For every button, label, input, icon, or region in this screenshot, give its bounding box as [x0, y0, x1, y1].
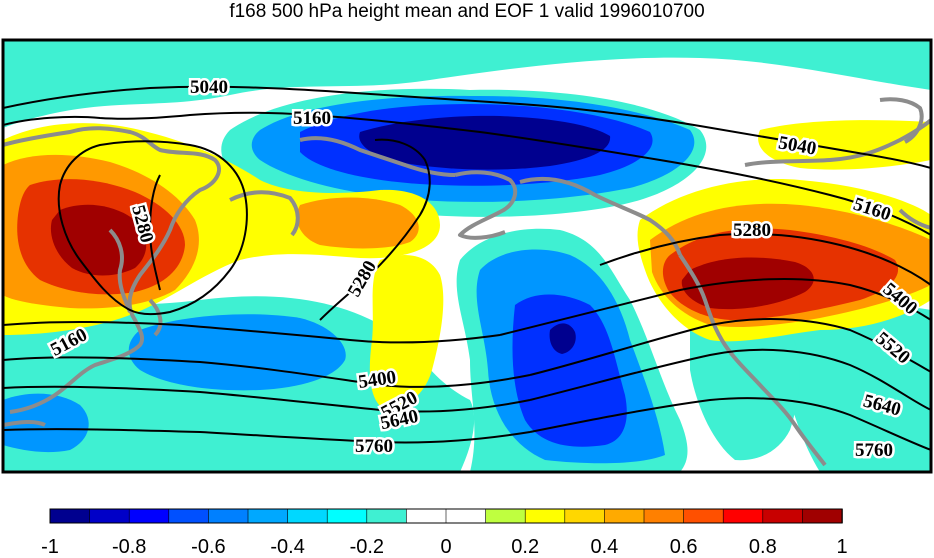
coast-hudson: [879, 97, 924, 144]
colorbar-tick-label: -0.4: [270, 536, 304, 558]
coast-kamchatka: [229, 190, 300, 237]
colorbar-swatch: [128, 508, 170, 524]
contour-5640-west: [3, 385, 531, 413]
contour-5280-east: [599, 232, 931, 286]
coast-japan: [148, 298, 163, 337]
contour-5760-west: [3, 428, 531, 444]
coast-alaska-south: [519, 176, 682, 256]
contour-label-5040-a: 5040: [190, 77, 228, 98]
cyan-region-north: [3, 40, 931, 128]
colorbar-tick-label: 0.6: [670, 536, 698, 558]
contour-5760-east: [529, 397, 931, 451]
colorbar-swatch: [643, 508, 685, 524]
contour-5160-east: [309, 114, 931, 236]
contour-5520-west: [3, 356, 531, 388]
map-title: f168 500 hPa height mean and EOF 1 valid…: [229, 1, 705, 22]
colorbar-swatch: [326, 508, 368, 524]
contour-5520-east: [529, 317, 931, 376]
map-frame: [1, 38, 933, 474]
cyan-region-southeast: [690, 309, 800, 461]
colorbar-swatch: [406, 508, 447, 524]
colorbar-swatch: [485, 508, 527, 524]
colorbar-tick-label: -0.6: [191, 536, 225, 558]
colorbar-swatch: [683, 508, 724, 524]
colorbar-swatch: [604, 508, 645, 524]
contour-label-5280-c: 5280: [733, 220, 771, 241]
colorbar-swatch: [366, 508, 408, 524]
colorbar-tick-label: 0.8: [749, 536, 777, 558]
coast-alaska: [454, 170, 518, 240]
contour-5160-north: [3, 111, 311, 126]
contour-5280-inner: [148, 174, 161, 291]
colorbar-swatch: [802, 508, 843, 524]
colorbar-swatch: [208, 508, 249, 524]
blue-region-south-core: [549, 323, 576, 354]
contour-label-5760-b: 5760: [855, 440, 893, 461]
contour-5400-east: [499, 277, 931, 336]
map-field: 5040 5160 5040 5160 5280 5280 5280 5160 …: [3, 40, 931, 472]
colorbar-swatch: [247, 508, 289, 524]
coast-na-west: [678, 253, 827, 467]
colorbar-frame: [49, 508, 843, 524]
blue-region-southwest: [128, 314, 346, 391]
contour-5280-loop: [57, 140, 248, 316]
height-contours: [3, 85, 931, 451]
colorbar-swatch: [49, 508, 91, 524]
colorbar-tick-label: 0: [440, 536, 451, 558]
contour-5040-west: [3, 85, 341, 109]
colorbar-swatch: [564, 508, 606, 524]
colorbar-swatch: [89, 508, 130, 524]
yellow-region-center: [369, 255, 444, 410]
colorbar-swatches: [49, 508, 843, 524]
colorbar-swatch: [722, 508, 764, 524]
contour-label-5160-a: 5160: [293, 108, 331, 129]
cyan-region-east: [780, 306, 931, 472]
coast-asia-inner: [108, 228, 132, 313]
coast-southwest: [3, 420, 46, 427]
colorbar-swatch: [762, 508, 804, 524]
colorbar-tick-label: 0.4: [590, 536, 618, 558]
orange-region-westcenter: [296, 197, 419, 249]
colorbar-tick-label: -1: [41, 536, 59, 558]
contour-5040-east: [339, 91, 931, 169]
coast-asia: [3, 126, 221, 414]
colorbar-swatch: [445, 508, 487, 524]
colorbar-tick-label: 1: [836, 536, 847, 558]
coast-greenland: [898, 208, 931, 230]
colorbar-swatch: [168, 508, 210, 524]
contour-5400-west: [3, 320, 501, 344]
colorbar-swatch: [524, 508, 566, 524]
coastlines: [3, 97, 931, 467]
colorbar-swatch: [287, 508, 329, 524]
colorbar-tick-labels: -1 -0.8 -0.6 -0.4 -0.2 0 0.2 0.4 0.6 0.8 1: [41, 536, 847, 558]
contour-5640-east: [529, 348, 931, 411]
contour-5280-center: [319, 138, 431, 321]
blue-region-south-inner: [512, 294, 627, 447]
coast-siberia-east: [299, 136, 456, 177]
darkred-region-east: [681, 257, 814, 310]
colorbar-tick-label: -0.8: [112, 536, 146, 558]
colorbar-tick-label: -0.2: [350, 536, 384, 558]
colorbar-tick-label: 0.2: [511, 536, 539, 558]
contour-label-5760-a: 5760: [355, 436, 393, 457]
